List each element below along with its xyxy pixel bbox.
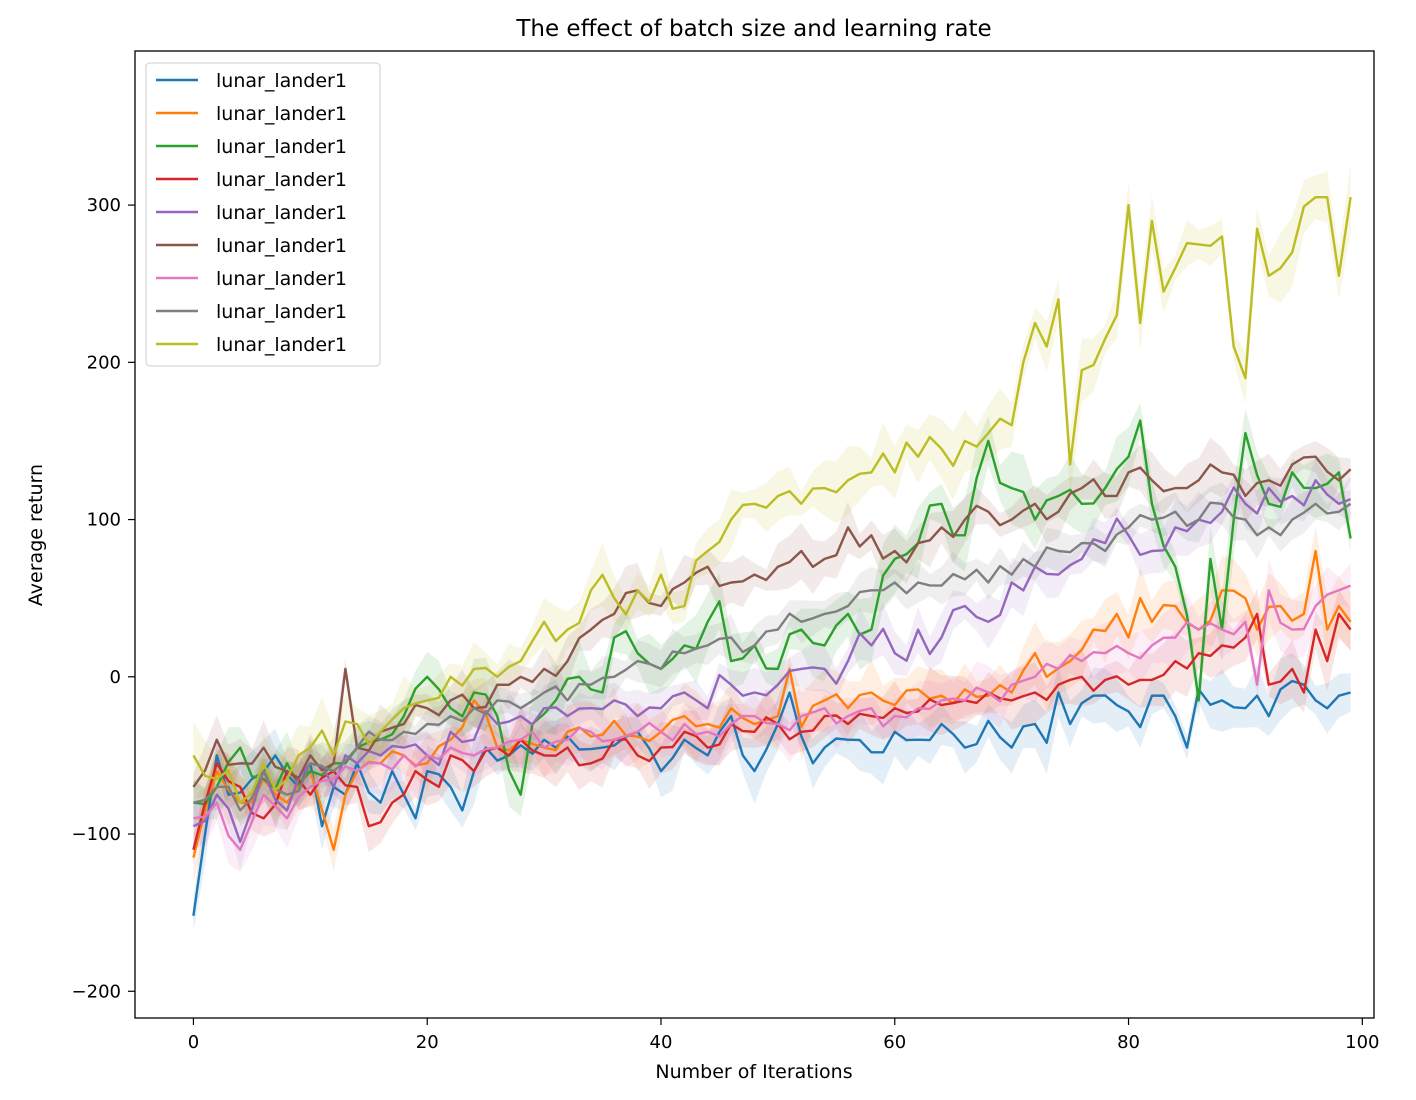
- legend-label: lunar_lander1: [216, 268, 347, 290]
- series-1-band: [193, 653, 1351, 932]
- y-axis-label: Average return: [25, 464, 47, 606]
- series-2-band: [193, 526, 1351, 883]
- y-tick-label: 200: [87, 352, 121, 373]
- series-6-line: [192, 455, 1352, 788]
- legend: lunar_lander1lunar_lander1lunar_lander1l…: [145, 62, 381, 367]
- x-tick-label: 20: [416, 1032, 439, 1053]
- plot-frame: [134, 50, 1375, 1019]
- legend-label: lunar_lander1: [216, 136, 347, 158]
- series-5-line: [192, 479, 1352, 844]
- series-4-band: [193, 589, 1351, 863]
- legend-label: lunar_lander1: [216, 334, 347, 356]
- x-axis-ticks: 0 20 40 60 80 100: [188, 1018, 1379, 1053]
- series-5-band: [193, 458, 1351, 870]
- y-tick-label: 0: [110, 667, 121, 688]
- legend-label: lunar_lander1: [216, 235, 347, 257]
- series-4-line: [192, 612, 1352, 851]
- x-tick-label: 60: [883, 1032, 906, 1053]
- x-tick-label: 100: [1345, 1032, 1379, 1053]
- legend-box: [145, 62, 381, 367]
- x-tick-label: 80: [1117, 1032, 1140, 1053]
- y-tick-label: −100: [72, 824, 121, 845]
- series-1-line: [192, 679, 1351, 916]
- series-lines: [192, 196, 1352, 916]
- x-tick-label: 40: [650, 1032, 673, 1053]
- x-tick-label: 0: [188, 1032, 199, 1053]
- legend-label: lunar_lander1: [216, 70, 347, 92]
- series-8-line: [193, 501, 1352, 812]
- legend-label: lunar_lander1: [216, 169, 347, 191]
- series-2-line: [192, 549, 1352, 858]
- series-7-band: [193, 559, 1351, 872]
- legend-label: lunar_lander1: [216, 202, 347, 224]
- y-tick-label: 100: [87, 510, 121, 531]
- x-axis-label: Number of Iterations: [655, 1061, 852, 1083]
- series-8-band: [193, 482, 1351, 826]
- y-tick-label: 300: [87, 195, 121, 216]
- chart-title: The effect of batch size and learning ra…: [515, 16, 991, 42]
- series-3-line: [193, 419, 1352, 806]
- y-axis-ticks: −200 −100 0 100 200 300: [72, 195, 135, 1002]
- legend-label: lunar_lander1: [216, 301, 347, 323]
- series-9-line: [192, 196, 1352, 804]
- legend-label: lunar_lander1: [216, 103, 347, 125]
- series-7-line: [193, 584, 1352, 851]
- y-tick-label: −200: [72, 981, 121, 1002]
